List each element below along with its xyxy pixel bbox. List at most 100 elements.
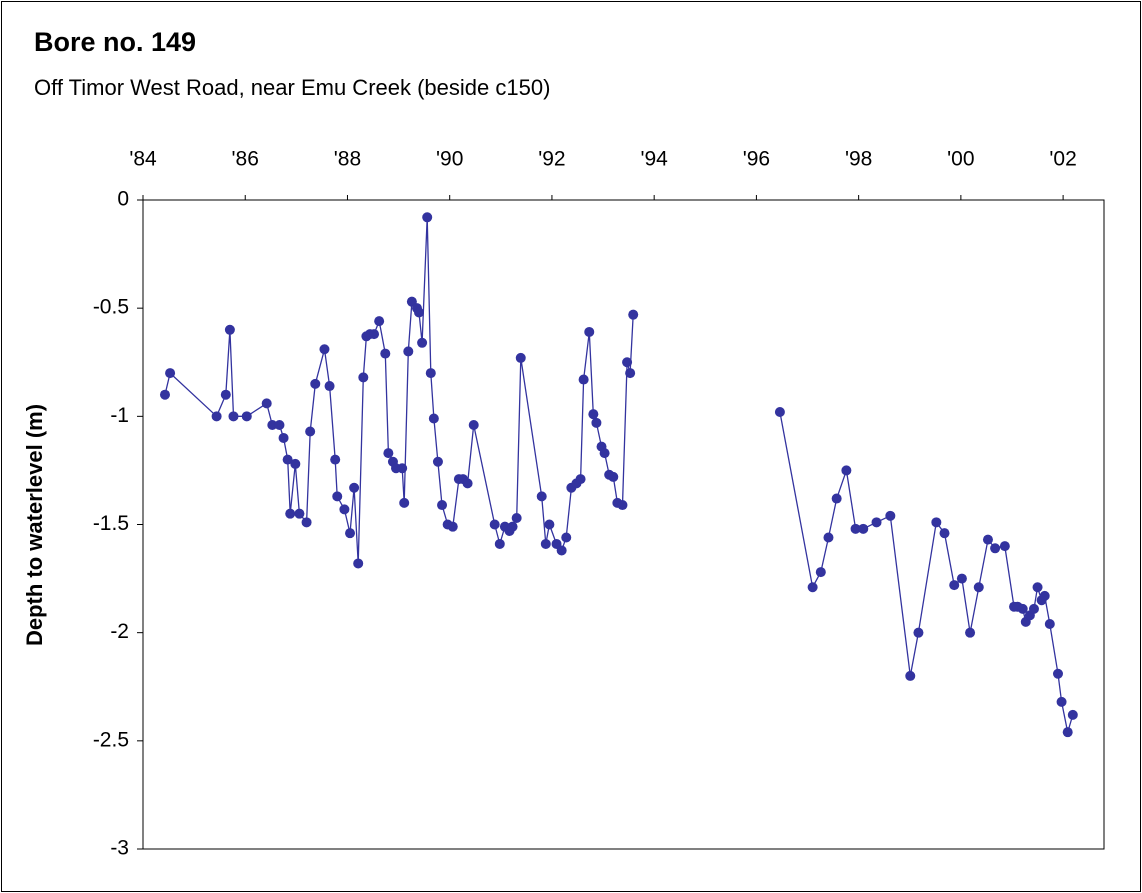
data-point [841,465,852,476]
y-axis-label: Depth to waterlevel (m) [22,404,47,646]
data-point [374,316,385,327]
data-point [432,456,443,467]
data-point [414,307,425,318]
data-point [807,582,818,593]
data-point [556,545,567,556]
data-point [965,627,976,638]
data-point [823,532,834,543]
data-point [815,567,826,578]
data-point [831,493,842,504]
chart-title: Bore no. 149 [34,27,196,57]
data-point [369,329,380,340]
y-tick-label: -2.5 [93,728,129,751]
data-point [428,413,439,424]
x-tick-label: '94 [640,148,668,171]
data-point [462,478,473,489]
data-point [982,534,993,545]
data-point [1017,603,1028,614]
data-point [267,419,278,430]
data-point [871,517,882,528]
y-tick-label: -2 [110,620,129,643]
data-point [515,352,526,363]
data-point [437,500,448,511]
data-point [290,458,301,469]
data-point [628,309,639,320]
x-tick-label: '88 [334,148,361,171]
data-point [358,372,369,383]
data-point [278,432,289,443]
data-point [588,409,599,420]
data-point [422,212,433,223]
data-point [319,344,330,355]
data-point [399,497,410,508]
data-point [282,454,293,465]
data-point [617,500,628,511]
data-point [913,627,924,638]
data-point [332,491,343,502]
data-point [561,532,572,543]
data-point [990,543,1001,554]
data-point [345,528,356,539]
data-point [285,508,296,519]
x-tick-label: '84 [129,148,157,171]
data-point [294,508,305,519]
data-point [447,521,458,532]
data-point [397,463,408,474]
data-point [211,411,222,422]
data-point [905,670,916,681]
x-tick-label: '86 [232,148,259,171]
y-tick-label: -1 [110,404,129,427]
data-point [330,454,341,465]
data-point [885,510,896,521]
data-point [489,519,500,530]
data-point [324,381,335,392]
data-point [608,471,619,482]
data-point [956,573,967,584]
x-tick-label: '00 [947,148,974,171]
data-point [305,426,316,437]
x-tick-label: '02 [1049,148,1076,171]
y-tick-label: 0 [117,188,129,211]
data-point [1062,727,1073,738]
data-point [544,519,555,530]
data-point [241,411,252,422]
data-point [425,368,436,379]
data-point [349,482,360,493]
data-point [1028,603,1039,614]
data-point [591,417,602,428]
data-point [274,419,285,430]
data-point [850,523,861,534]
chart-subtitle: Off Timor West Road, near Emu Creek (bes… [34,75,550,100]
data-point [973,582,984,593]
data-point [228,411,239,422]
data-point [417,337,428,348]
y-tick-label: -1.5 [93,512,129,535]
x-tick-label: '92 [538,148,565,171]
data-point [625,368,636,379]
x-tick-label: '90 [436,148,463,171]
data-point [403,346,414,357]
data-point [224,324,235,335]
data-point [575,474,586,485]
x-tick-label: '96 [743,148,770,171]
data-point [310,378,321,389]
data-point [261,398,272,409]
y-tick-label: -0.5 [93,296,129,319]
data-point [578,374,589,385]
data-point [931,517,942,528]
data-point [599,448,610,459]
data-point [507,521,518,532]
data-point [468,419,479,430]
data-point [220,389,231,400]
data-point [1067,709,1078,720]
data-point [165,368,176,379]
data-point [1052,668,1063,679]
data-point [1032,582,1043,593]
x-tick-label: '98 [845,148,872,171]
data-point [939,528,950,539]
data-point [536,491,547,502]
data-point [774,407,785,418]
data-point [1039,590,1050,601]
data-point [584,326,595,337]
